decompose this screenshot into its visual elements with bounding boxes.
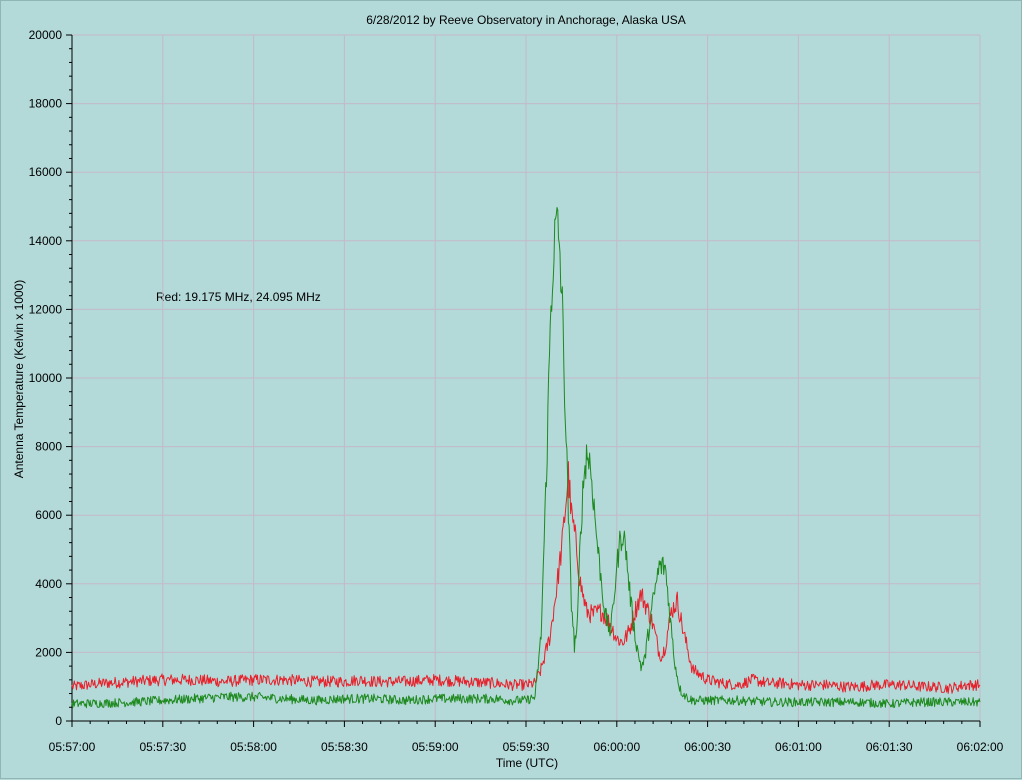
x-tick-label: 05:58:30: [321, 740, 368, 754]
y-tick-label: 4000: [35, 577, 62, 591]
x-tick-label: 05:57:00: [49, 740, 96, 754]
grid: [71, 34, 981, 722]
y-tick-label: 8000: [35, 440, 62, 454]
y-tick-label: 18000: [29, 97, 63, 111]
series-line-green: [71, 207, 981, 709]
x-tick-label: 05:57:30: [139, 740, 186, 754]
x-tick-label: 06:01:30: [866, 740, 913, 754]
x-tick-label: 06:02:00: [957, 740, 1004, 754]
y-tick-label: 6000: [35, 508, 62, 522]
y-tick-label: 10000: [29, 371, 63, 385]
series-line-red: [71, 461, 981, 694]
x-tick-label: 06:00:00: [593, 740, 640, 754]
x-axis-label: Time (UTC): [496, 756, 558, 770]
y-axis-label: Antenna Temperature (Kelvin x 1000): [12, 280, 26, 479]
y-tick-label: 14000: [29, 234, 63, 248]
y-tick-label: 16000: [29, 165, 63, 179]
x-tick-label: 05:59:30: [503, 740, 550, 754]
x-tick-label: 05:59:00: [412, 740, 459, 754]
y-tick-label: 20000: [29, 28, 63, 42]
series-annotation: Red: 19.175 MHz, 24.095 MHz: [156, 290, 321, 304]
series-layer: [71, 207, 981, 709]
x-tick-label: 06:00:30: [684, 740, 731, 754]
y-tick-label: 0: [55, 714, 62, 728]
y-tick-label: 2000: [35, 645, 62, 659]
chart-title: 6/28/2012 by Reeve Observatory in Anchor…: [366, 13, 686, 27]
x-tick-label: 06:01:00: [775, 740, 822, 754]
y-tick-label: 12000: [29, 302, 63, 316]
axes: 0 2000 4000 6000 8000 10000 12000 14000 16000 180…: [29, 28, 1004, 754]
x-tick-label: 05:58:00: [230, 740, 277, 754]
